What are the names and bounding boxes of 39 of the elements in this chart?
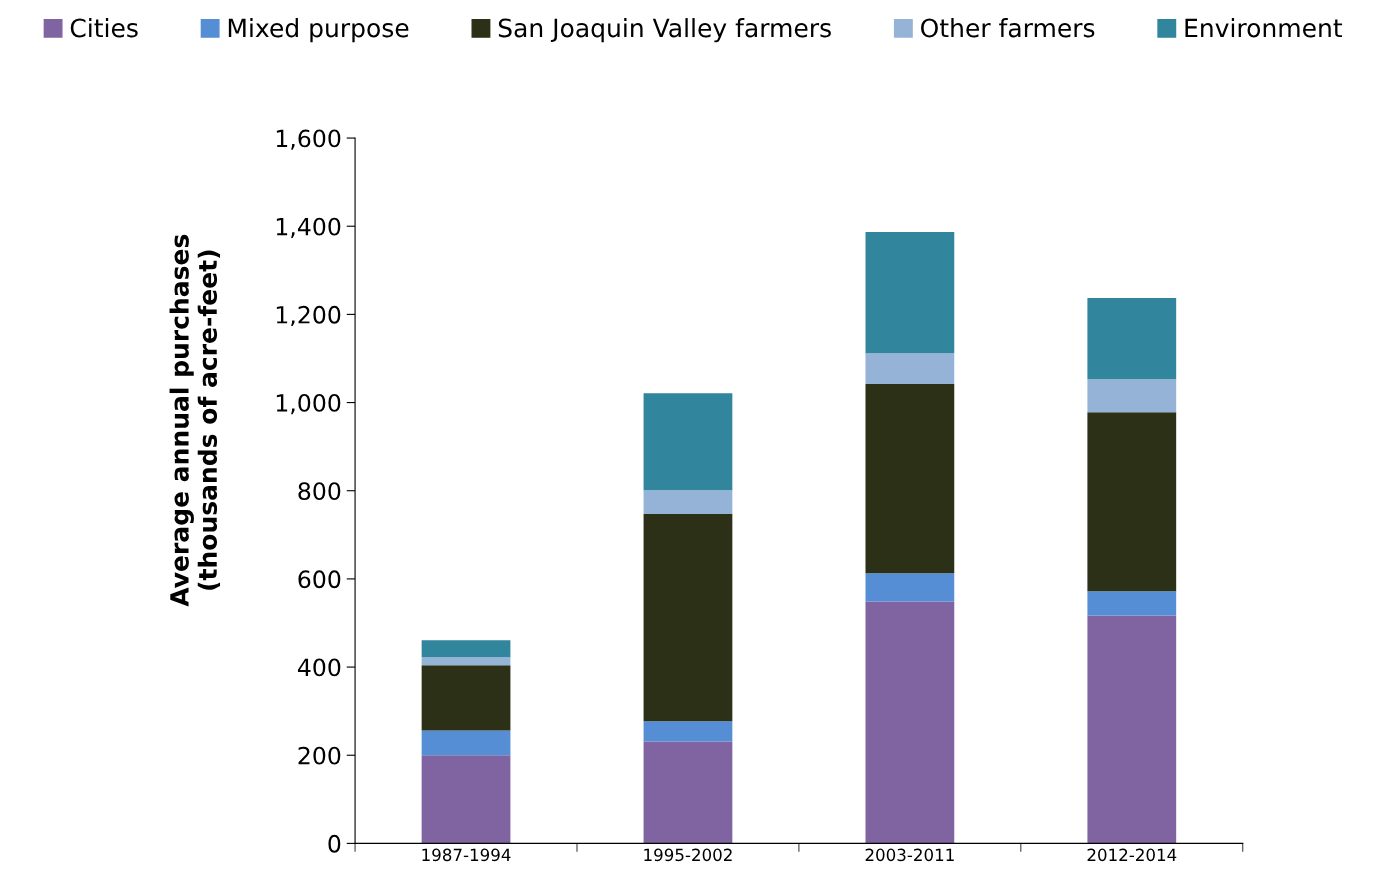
legend-label: Other farmers (921, 18, 1095, 38)
bar (1087, 615, 1177, 844)
bar (1087, 591, 1177, 616)
bar (421, 657, 511, 666)
legend-label: San Joaquin Valley farmers (498, 18, 831, 43)
bar (865, 601, 955, 844)
y-tick-label: 800 (298, 482, 341, 501)
legend-label: Cities (70, 18, 138, 38)
x-tick-label: 2003-2011 (865, 848, 954, 862)
legend-label: Mixed purpose (228, 18, 409, 43)
y-tick-label: 1,600 (276, 129, 341, 150)
bar (1087, 412, 1177, 592)
y-axis-title: Average annual purchases (thousands of acre-feet) (169, 234, 221, 607)
bar (865, 231, 955, 354)
y-tick-label: 0 (328, 834, 341, 853)
x-tick-label: 2012-2014 (1087, 848, 1177, 862)
bar (643, 721, 733, 742)
y-tick-label: 1,200 (276, 305, 341, 327)
bar (865, 573, 955, 602)
bar (643, 741, 733, 844)
bar (1087, 298, 1177, 380)
x-tick-label: 1995-2002 (644, 848, 732, 862)
y-tick-label: 1,000 (276, 394, 341, 415)
bar (421, 755, 511, 844)
bar (421, 665, 511, 731)
bar (421, 640, 511, 658)
bar (865, 384, 955, 574)
y-tick-label: 200 (298, 746, 341, 765)
bar (643, 514, 733, 722)
y-tick-label: 600 (298, 570, 341, 589)
y-tick-label: 400 (297, 658, 341, 677)
bar (865, 353, 955, 385)
bar (1087, 379, 1177, 413)
y-tick-label: 1,400 (276, 217, 341, 238)
bar (643, 490, 733, 515)
legend-label: Environment (1185, 18, 1343, 38)
x-tick-label: 1987-1994 (422, 848, 511, 862)
bar (421, 730, 511, 756)
bar (643, 393, 733, 491)
